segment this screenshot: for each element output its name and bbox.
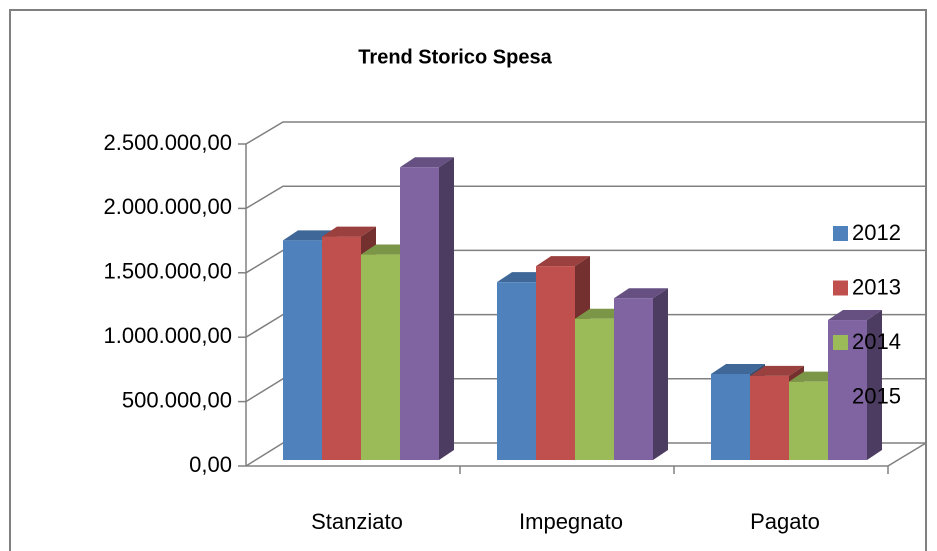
legend-swatch [833,335,848,350]
bar-front [750,375,789,460]
legend-label: 2013 [852,274,901,299]
legend-label: 2012 [852,220,901,245]
bar-top [614,288,668,299]
legend-swatch [833,226,848,241]
bar-top [322,226,376,237]
legend-label: 2015 [852,383,901,408]
legend-swatch [833,389,848,405]
bar [614,288,668,460]
bar-front [322,236,361,460]
bar-front [283,240,322,460]
bar-front [789,381,828,460]
x-tick-label: Impegnato [519,509,623,534]
grid-line [245,185,926,210]
bar-front [536,266,575,460]
bar-side [439,157,454,461]
y-tick-label: 2.500.000,00 [104,130,232,155]
bar-top [750,365,804,376]
bar-front [361,254,400,460]
bar-side [653,288,668,460]
grid-line [245,121,926,145]
x-tick-label: Pagato [750,509,820,534]
x-tick-label: Stanziato [311,509,403,534]
y-tick-label: 1.000.000,00 [104,323,232,348]
bar [400,157,454,461]
bar-top [400,157,454,168]
bar-front [575,318,614,460]
bar-front [497,282,536,460]
chart-title: Trend Storico Spesa [358,46,552,68]
bar-front [400,167,439,461]
bar-front [711,373,750,460]
y-tick-label: 1.500.000,00 [104,259,232,284]
legend-label: 2014 [852,329,901,354]
bar-top [536,256,590,267]
bar-top [711,363,765,374]
chart-border [9,9,927,551]
legend-swatch [833,280,848,296]
y-tick-label: 500.000,00 [122,387,232,412]
bar-front [614,298,653,460]
y-tick-label: 0,00 [189,452,232,477]
bar-top [828,310,882,321]
bar-side [867,310,882,460]
y-tick-label: 2.000.000,00 [104,194,232,219]
floor-edge [887,442,927,467]
